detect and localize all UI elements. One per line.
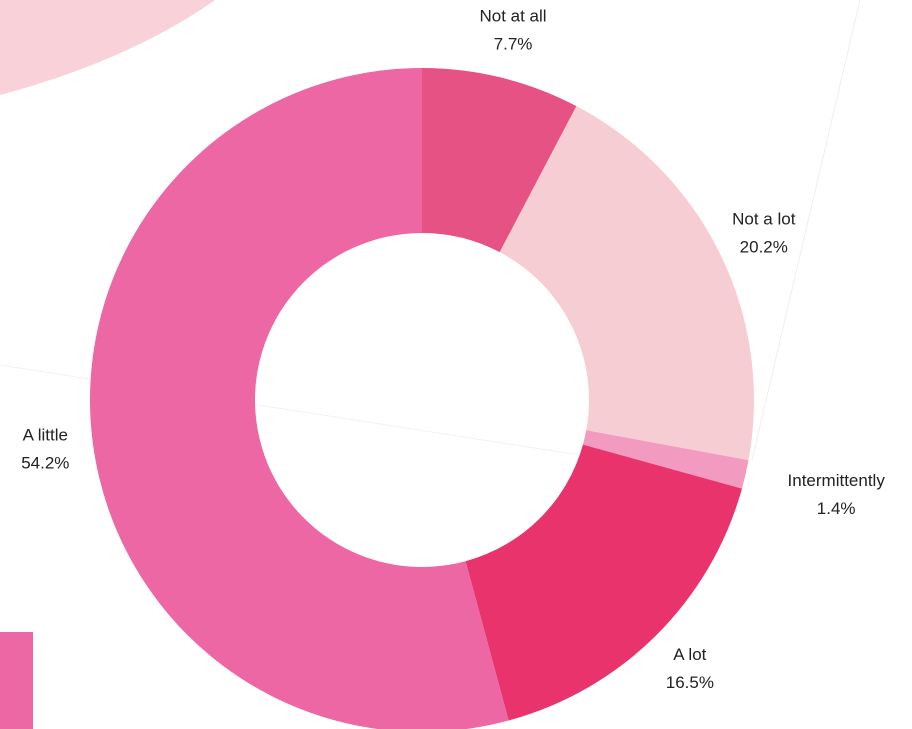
slice: [422, 68, 577, 253]
background-line: [0, 364, 581, 456]
background-line: [751, 0, 861, 461]
background-shape: [0, 0, 215, 95]
slice: [90, 68, 509, 729]
slice-label: Not a lot: [732, 209, 796, 228]
slice-value: 16.5%: [666, 673, 714, 692]
slice-label: A little: [23, 425, 68, 444]
slice: [582, 430, 749, 489]
slice-label: Intermittently: [788, 471, 886, 490]
slice: [499, 106, 754, 461]
background-block: [0, 632, 33, 729]
slice-value: 54.2%: [21, 453, 69, 472]
slice-value: 1.4%: [817, 499, 856, 518]
slice-label: Not at all: [479, 7, 546, 26]
slice-value: 7.7%: [494, 35, 533, 54]
slice-value: 20.2%: [740, 237, 788, 256]
slice-label: A lot: [673, 645, 706, 664]
slice: [465, 444, 742, 721]
